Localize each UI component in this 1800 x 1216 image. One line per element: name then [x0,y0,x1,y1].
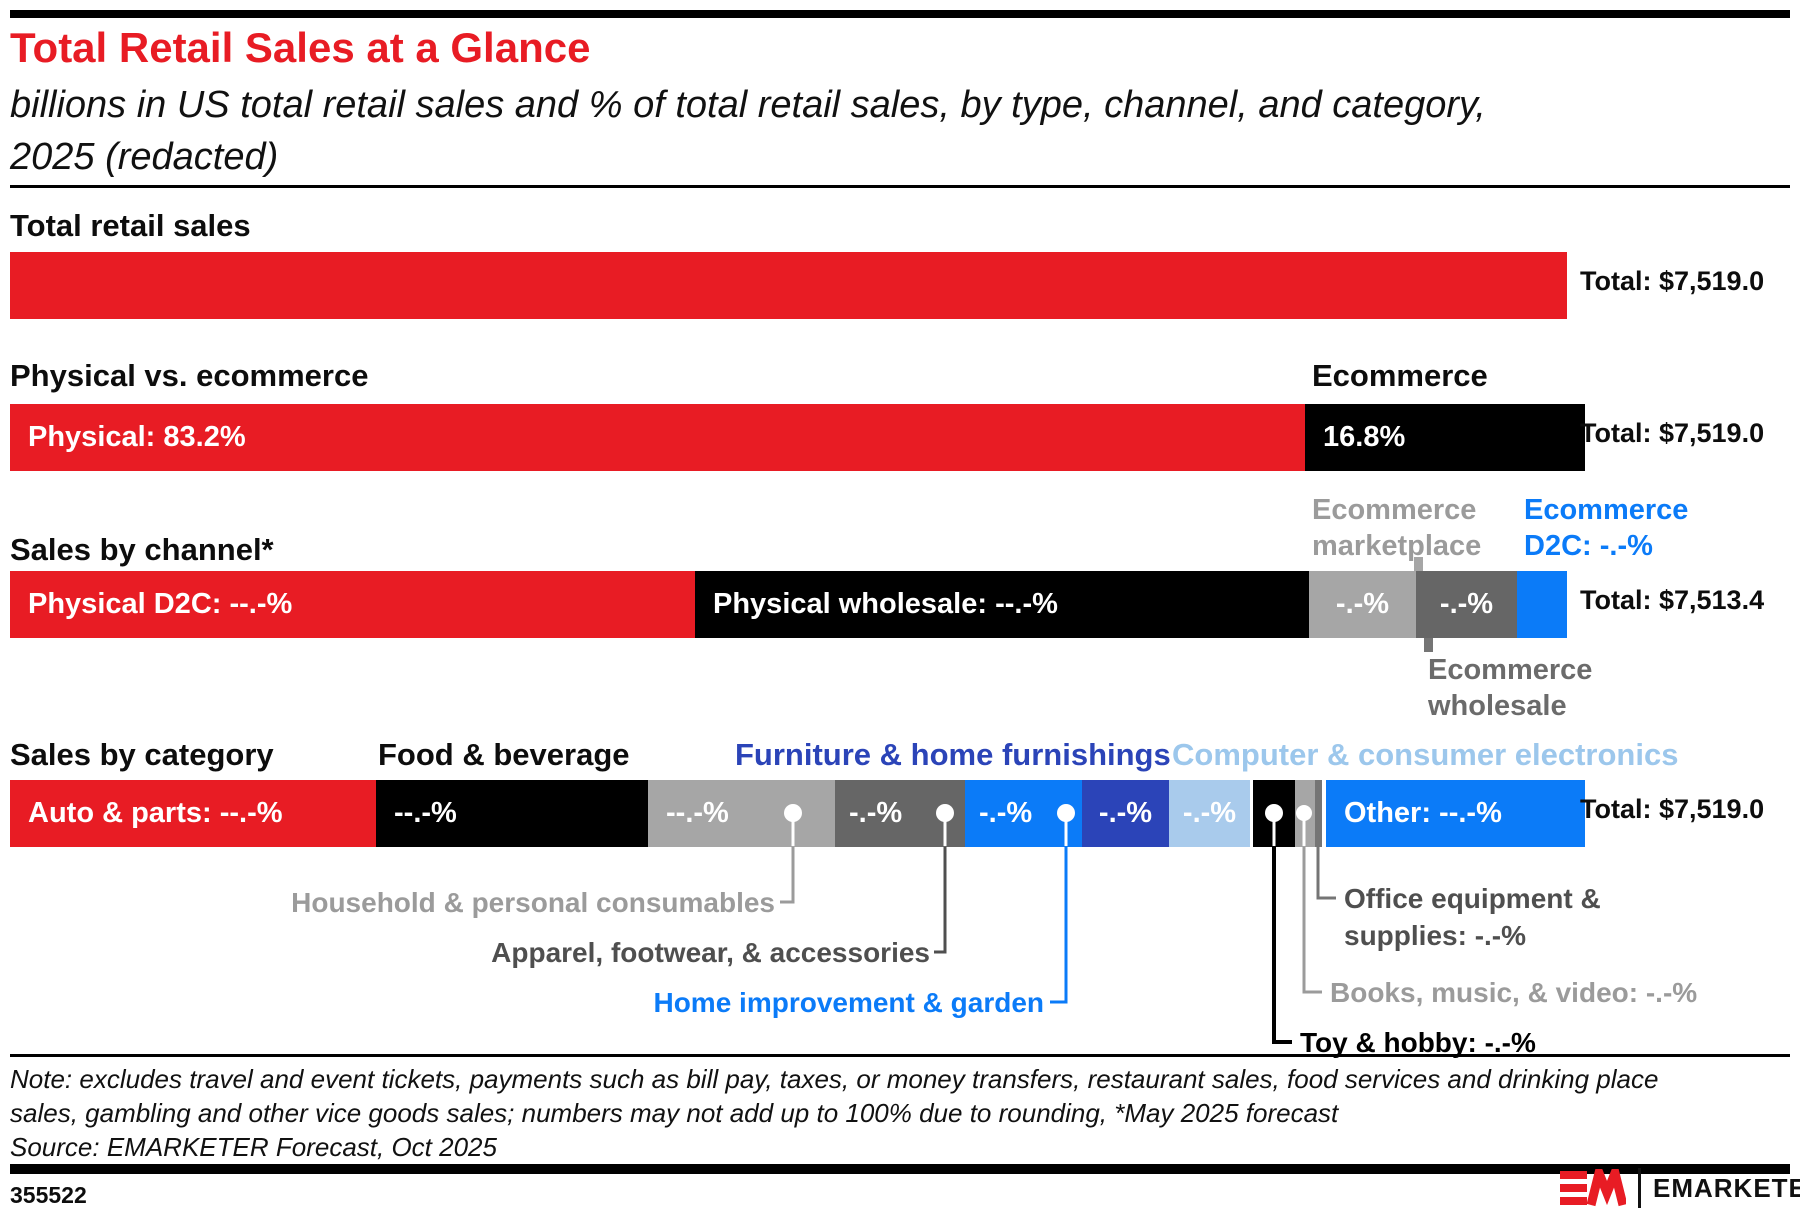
computer-electronics-header: Computer & consumer electronics [1172,737,1679,772]
bar-segment-books-music-video [1295,780,1315,847]
food-beverage-header: Food & beverage [378,737,630,772]
bar-segment-computer-electronics: -.-% [1169,780,1250,847]
physical-vs-ecommerce-bar: Physical: 83.2% 16.8% [10,404,1585,471]
note-divider [10,1054,1790,1057]
chart-subtitle-line1: billions in US total retail sales and % … [10,84,1486,126]
note-line1: Note: excludes travel and event tickets,… [10,1064,1659,1094]
ecommerce-column-header: Ecommerce [1312,358,1488,393]
total-retail-sales-bar [10,252,1567,319]
bar-segment-ecommerce-marketplace: -.-% [1309,571,1416,638]
connector-toy-hobby [1272,847,1292,1044]
emarketer-em-mark-icon [1560,1169,1626,1207]
bar-segment-ecommerce-wholesale: -.-% [1416,571,1517,638]
section-heading-channel: Sales by channel* [10,532,274,567]
total-label-1: Total: $7,519.0 [1580,266,1765,296]
connector-books-music-video [1302,847,1322,994]
bar-segment-auto-parts: Auto & parts: --.-% [10,780,394,847]
callout-books-music-video: Books, music, & video: -.-% [1330,977,1698,1008]
note-line2: sales, gambling and other vice goods sal… [10,1098,1339,1128]
callout-household: Household & personal consumables [291,887,775,918]
bar-segment-total-retail [10,252,1567,319]
bar-segment-physical: Physical: 83.2% [10,404,1323,471]
bar-segment-physical-wholesale: Physical wholesale: --.-% [695,571,1327,638]
callout-office-equipment: Office equipment & supplies: -.-% [1344,883,1601,951]
callout-home-improvement: Home improvement & garden [653,987,1044,1018]
total-label-4: Total: $7,519.0 [1580,794,1765,824]
wholesale-tick [1424,638,1433,652]
furniture-header: Furniture & home furnishings [735,737,1171,772]
bar-segment-ecommerce: 16.8% [1305,404,1585,471]
brand-divider [1638,1168,1641,1208]
ecommerce-marketplace-header: Ecommerce marketplace [1312,494,1482,562]
bar-segment-home-improvement: -.-% [965,780,1096,847]
bar-segment-physical-d2c: Physical D2C: --.-% [10,571,713,638]
bar-segment-apparel: -.-% [835,780,979,847]
section-heading-category: Sales by category [10,737,274,772]
section-heading-type: Physical vs. ecommerce [10,358,369,393]
connector-apparel [934,847,947,954]
header-divider [10,185,1790,188]
bar-segment-furniture: -.-% [1082,780,1169,847]
chart-title: Total Retail Sales at a Glance [10,24,591,71]
source-line: Source: EMARKETER Forecast, Oct 2025 [10,1132,497,1162]
connector-household [780,847,795,904]
brand-name: EMARKETER [1653,1172,1800,1203]
brand-logo: EMARKETER [1560,1168,1800,1208]
total-label-2: Total: $7,519.0 [1580,418,1765,448]
section-heading-total: Total retail sales [10,208,251,243]
ecommerce-d2c-header: Ecommerce D2C: -.-% [1524,494,1689,562]
top-accent-bar [10,10,1790,18]
chart-id: 355522 [10,1182,87,1208]
sales-by-channel-bar: Physical D2C: --.-% Physical wholesale: … [10,571,1567,638]
footer-divider [10,1164,1790,1174]
total-label-3: Total: $7,513.4 [1580,585,1765,615]
chart-subtitle-line2: 2025 (redacted) [10,136,279,178]
bar-segment-household-consumables: --.-% [648,780,853,847]
callout-toy-hobby: Toy & hobby: -.-% [1300,1027,1536,1058]
ecommerce-wholesale-footer: Ecommerce wholesale [1428,654,1593,722]
bar-segment-toy-hobby [1253,780,1295,847]
bar-segment-office-equipment [1315,780,1322,847]
connector-office-equipment [1316,847,1336,900]
callout-apparel: Apparel, footwear, & accessories [491,937,930,968]
bar-segment-food-beverage: --.-% [376,780,666,847]
bar-segment-ecommerce-d2c [1517,571,1567,638]
connector-home-improvement [1050,847,1068,1004]
bar-segment-other: Other: --.-% [1326,780,1585,847]
sales-by-category-bar: Auto & parts: --.-% --.-% --.-% -.-% -.-… [10,780,1585,847]
